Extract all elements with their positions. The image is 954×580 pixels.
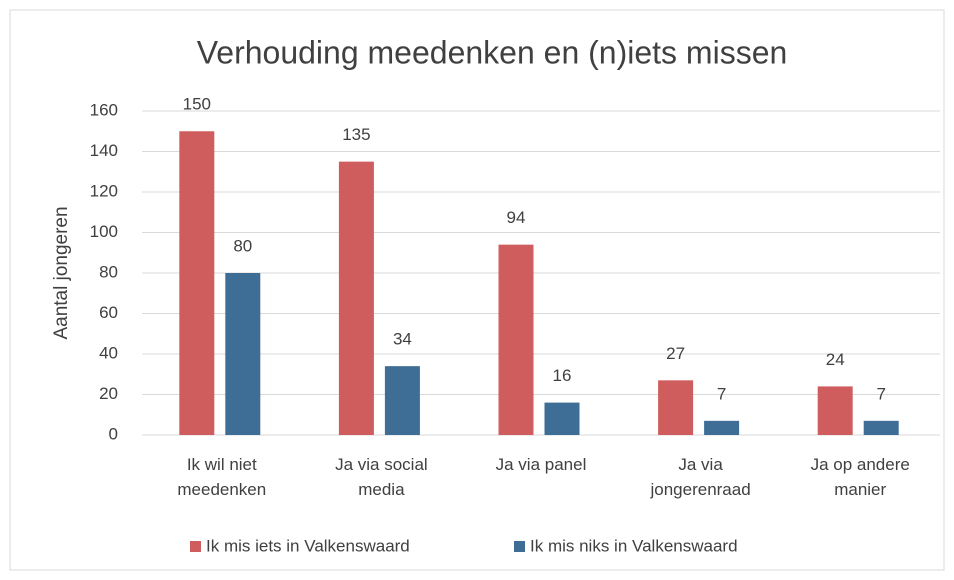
y-tick-label: 40	[99, 343, 118, 362]
data-label: 27	[666, 344, 685, 363]
x-tick-label: Ik wil niet meedenken	[177, 455, 267, 499]
bar	[225, 273, 261, 435]
y-tick-label: 0	[109, 424, 118, 443]
x-tick-label: Ja via social media	[335, 455, 428, 499]
bar	[817, 386, 853, 435]
data-label: 24	[826, 350, 845, 369]
y-tick-label: 100	[90, 222, 118, 241]
y-tick-label: 20	[99, 384, 118, 403]
data-label: 80	[233, 236, 252, 255]
x-tick-label: Ja op andere manier	[810, 455, 910, 499]
bar	[544, 402, 580, 435]
y-tick-label: 60	[99, 303, 118, 322]
data-label: 7	[876, 384, 885, 403]
data-label: 16	[553, 366, 572, 385]
bar	[863, 420, 899, 435]
data-label: 150	[183, 95, 211, 114]
bar	[704, 420, 740, 435]
bar	[498, 244, 534, 435]
y-tick-label: 120	[90, 181, 118, 200]
legend-swatch	[190, 541, 201, 552]
data-label: 94	[507, 208, 526, 227]
y-tick-label: 80	[99, 262, 118, 281]
data-label: 7	[717, 384, 726, 403]
bar	[658, 380, 694, 435]
y-tick-label: 160	[90, 100, 118, 119]
bar	[179, 131, 215, 435]
legend-label: Ik mis iets in Valkenswaard	[206, 536, 410, 555]
data-label: 34	[393, 330, 412, 349]
bar	[338, 161, 374, 435]
bar	[384, 366, 420, 435]
chart-frame	[9, 9, 945, 571]
chart-title: Verhouding meedenken en (n)iets missen	[197, 34, 788, 70]
legend-swatch	[514, 541, 525, 552]
x-tick-label: Ja via jongerenraad	[650, 455, 751, 499]
x-tick-label: Ja via panel	[495, 455, 587, 474]
y-tick-label: 140	[90, 141, 118, 160]
legend-label: Ik mis niks in Valkenswaard	[530, 536, 738, 555]
y-axis-label: Aantal jongeren	[51, 206, 72, 339]
data-label: 135	[342, 125, 370, 144]
